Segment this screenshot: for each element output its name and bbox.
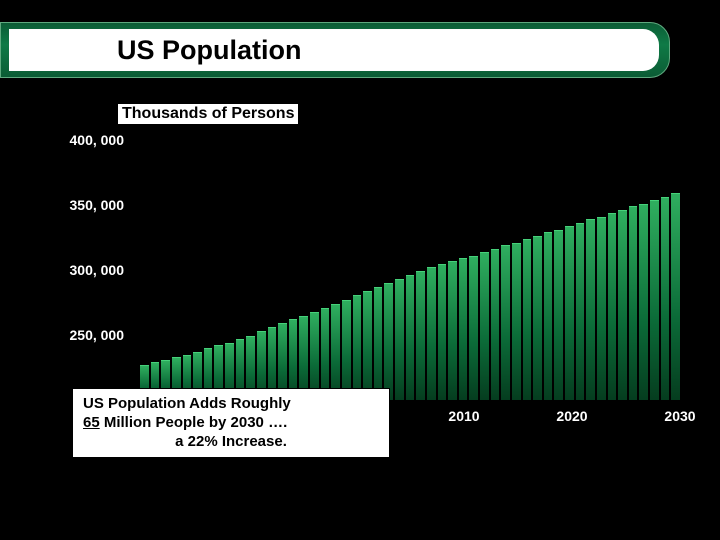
bar	[608, 213, 617, 400]
x-tick-label: 2030	[664, 408, 695, 424]
y-tick-label: 250, 000	[70, 327, 125, 343]
bar	[406, 275, 415, 400]
bar	[618, 210, 627, 400]
bar	[661, 197, 670, 400]
bar	[342, 300, 351, 400]
bar	[438, 264, 447, 401]
y-tick-label: 300, 000	[70, 262, 125, 278]
page-title: US Population	[117, 35, 302, 66]
x-tick-label: 2020	[556, 408, 587, 424]
bar	[576, 223, 585, 400]
bar	[374, 287, 383, 400]
bar	[650, 200, 659, 400]
annotation-line2: 65 Million People by 2030 ….	[83, 414, 379, 433]
chart-subtitle: Thousands of Persons	[118, 104, 298, 124]
bar	[501, 245, 510, 400]
bar	[586, 219, 595, 400]
bar	[448, 261, 457, 400]
bar	[597, 217, 606, 400]
bar	[331, 304, 340, 400]
bar	[363, 291, 372, 400]
bar	[554, 230, 563, 400]
bar	[565, 226, 574, 400]
bar	[480, 252, 489, 400]
bar	[384, 283, 393, 400]
bar	[639, 204, 648, 400]
bar	[671, 193, 680, 400]
annotation-line3: a 22% Increase.	[83, 433, 379, 452]
bar	[310, 312, 319, 400]
bar	[512, 243, 521, 400]
bar	[523, 239, 532, 400]
bar	[353, 295, 362, 400]
bar	[416, 271, 425, 400]
bar-plot	[140, 140, 680, 400]
header-bar: US Population	[0, 22, 670, 78]
bar	[491, 249, 500, 400]
bar	[321, 308, 330, 400]
header-inner: US Population	[9, 29, 659, 71]
bar	[427, 267, 436, 400]
annotation-line1: US Population Adds Roughly	[83, 395, 379, 414]
annotation-callout: US Population Adds Roughly 65 Million Pe…	[72, 388, 390, 458]
x-tick-label: 2010	[448, 408, 479, 424]
bar	[395, 279, 404, 400]
bar	[459, 258, 468, 400]
annotation-underline: 65	[83, 414, 100, 431]
bar	[469, 256, 478, 400]
y-tick-label: 350, 000	[70, 197, 125, 213]
annotation-line2-rest: Million People by 2030 ….	[100, 414, 288, 431]
bar	[544, 232, 553, 400]
y-tick-label: 400, 000	[70, 132, 125, 148]
bar	[629, 206, 638, 400]
bar	[533, 236, 542, 400]
y-axis-labels: 250, 000300, 000350, 000400, 000	[60, 140, 132, 400]
